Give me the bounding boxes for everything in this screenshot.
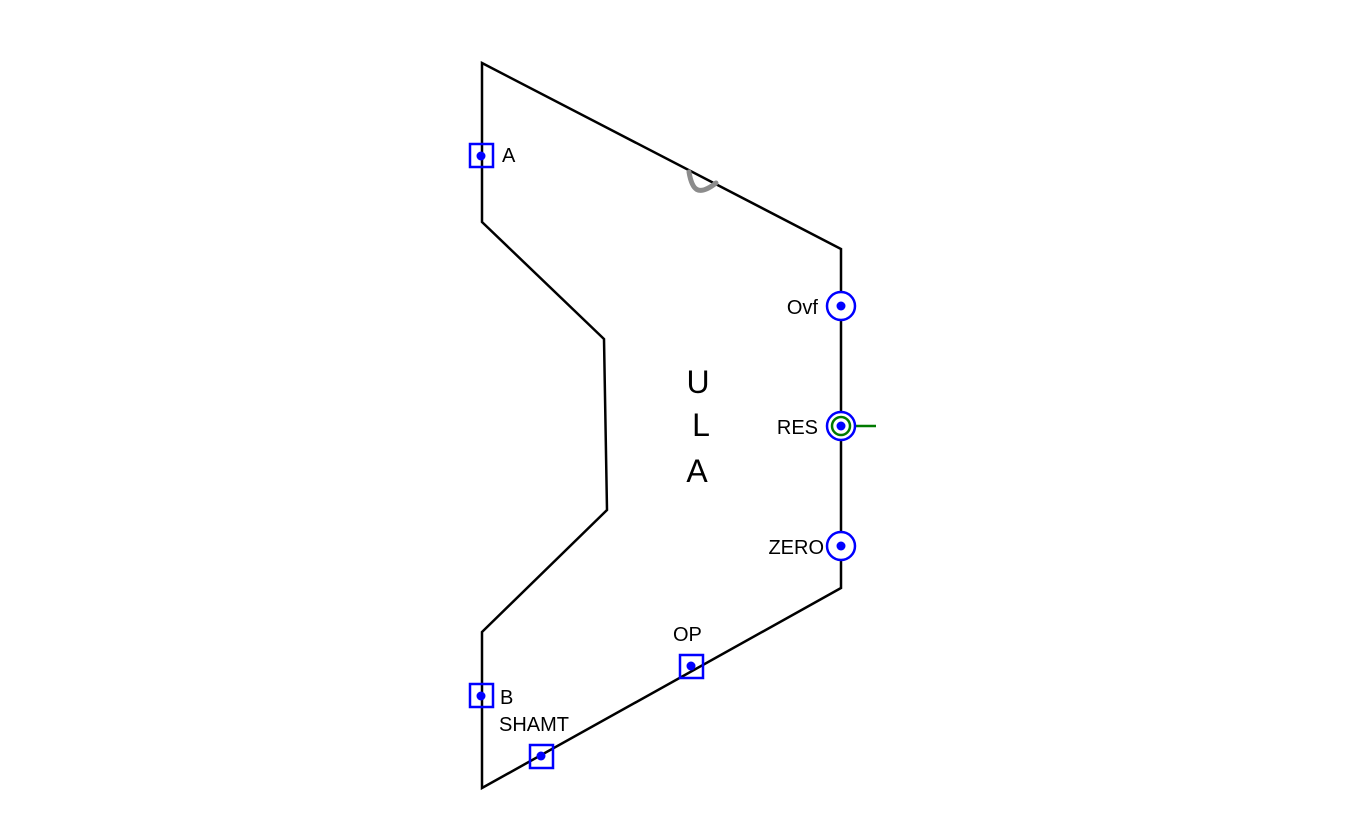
alu-body-outline [480,60,843,791]
input-pin-op-label: OP [673,624,702,646]
output-pin-ovf-label: Ovf [787,297,819,319]
output-pin-zero-label: ZERO [768,537,824,559]
output-pin-ovf[interactable] [825,290,857,322]
input-pin-a-label: A [502,145,516,167]
output-pin-res-label: RES [777,417,818,439]
output-pin-res[interactable] [825,410,857,442]
input-pin-b[interactable] [468,682,495,709]
input-pin-op[interactable] [678,653,705,680]
state-mark-icon [686,169,719,193]
input-pin-shamt-label: SHAMT [499,714,569,736]
title-letter-l: L [692,407,710,443]
input-pin-b-label: B [500,687,513,709]
output-pin-zero[interactable] [825,530,857,562]
input-pin-shamt[interactable] [528,743,555,770]
title-letter-u: U [686,364,709,400]
input-pin-a[interactable] [468,142,495,169]
title-letter-a: A [686,453,708,489]
